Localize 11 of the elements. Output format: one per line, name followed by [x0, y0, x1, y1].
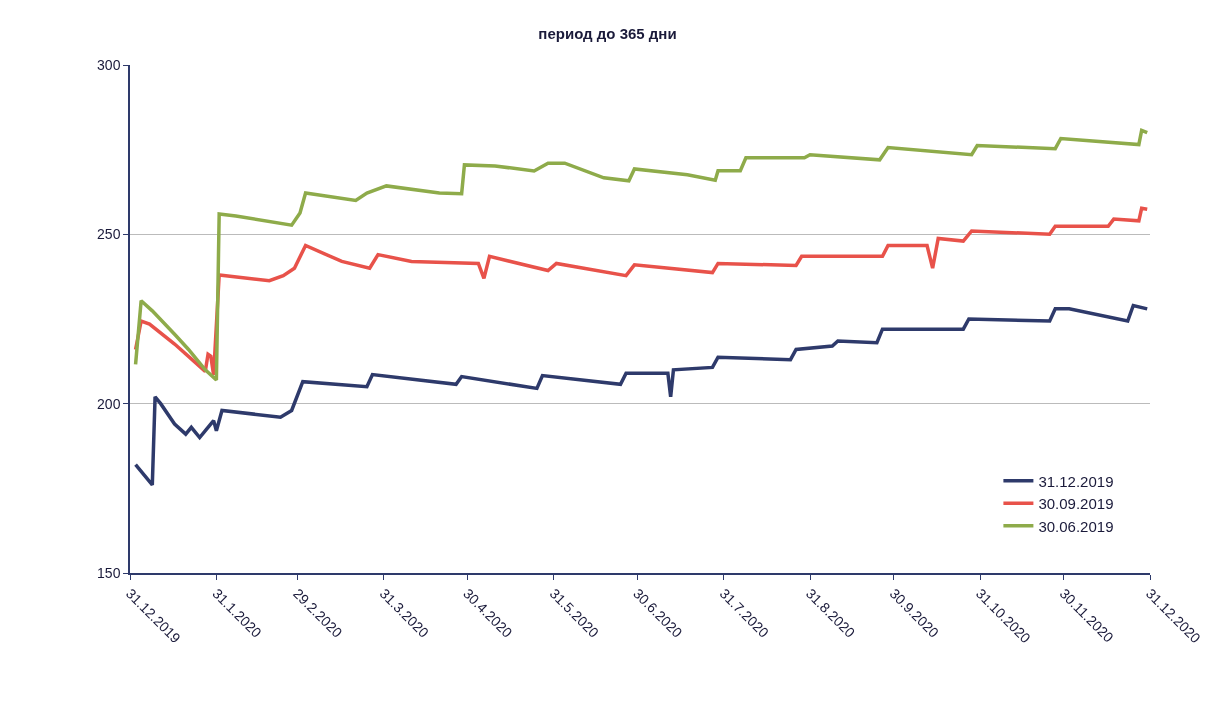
- y-tick-label: 300: [97, 56, 121, 73]
- y-tick-label: 200: [97, 395, 121, 412]
- chart-title: период до 365 дни: [538, 24, 677, 42]
- legend-label: 30.06.2019: [1038, 517, 1114, 535]
- line-series: [133, 206, 1149, 377]
- line-series: [133, 303, 1149, 487]
- legend-label: 30.09.2019: [1038, 495, 1114, 513]
- line-series: [133, 128, 1149, 382]
- legend-label: 31.12.2019: [1038, 472, 1114, 490]
- y-tick-label: 250: [97, 226, 121, 243]
- y-tick-label: 150: [97, 564, 121, 581]
